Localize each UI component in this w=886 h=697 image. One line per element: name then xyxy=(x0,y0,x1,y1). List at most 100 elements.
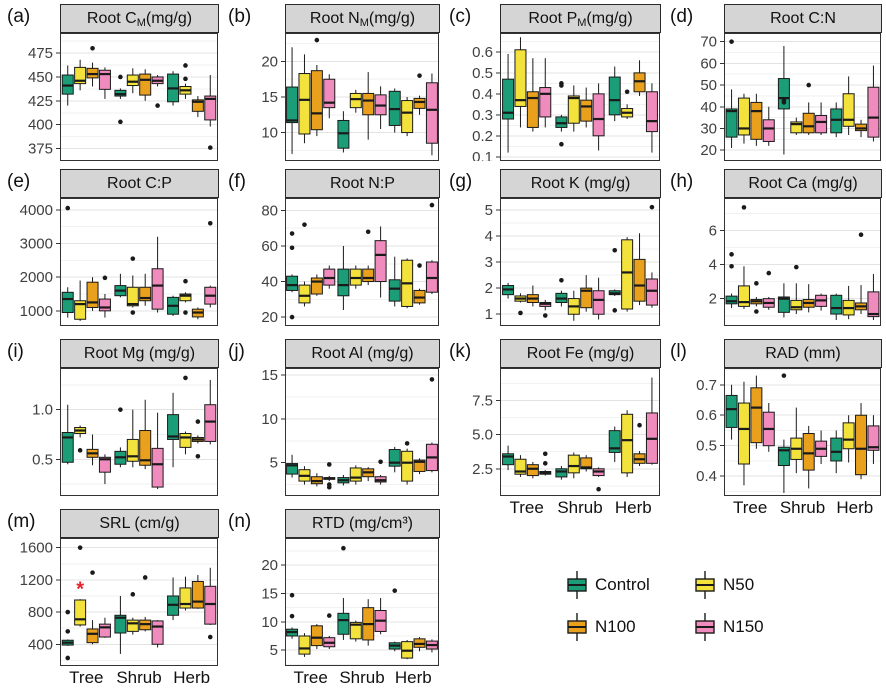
title-text: (mg/g) xyxy=(368,9,416,27)
box xyxy=(580,99,593,122)
outlier-point xyxy=(392,588,398,593)
outlier-point xyxy=(596,486,601,492)
title-text: Root N:P xyxy=(330,174,395,192)
outlier-point xyxy=(649,204,655,210)
box xyxy=(526,91,539,128)
y-tick-label: 10 xyxy=(261,125,278,142)
panel-label: (b) xyxy=(228,6,252,27)
box xyxy=(191,580,204,609)
box xyxy=(580,457,593,470)
outlier-point xyxy=(207,145,213,150)
significance-star: * xyxy=(76,579,84,601)
box xyxy=(830,294,843,315)
y-tick-label: 0.4 xyxy=(472,86,493,103)
y-tick-label: 375 xyxy=(28,141,53,158)
box xyxy=(830,437,843,462)
box xyxy=(139,286,152,302)
outlier-point xyxy=(118,407,123,412)
y-tick-label: 4 xyxy=(485,228,493,245)
y-tick-label: 80 xyxy=(261,202,278,219)
box xyxy=(401,100,414,134)
outlier-point xyxy=(624,89,630,95)
box xyxy=(286,86,299,124)
boxplot-canvas: 375 400 425 450 475 xyxy=(28,33,218,161)
outlier-point xyxy=(559,277,564,283)
box xyxy=(349,467,362,482)
y-tick-label: 20 xyxy=(261,309,278,326)
outlier-point xyxy=(65,609,71,615)
y-tick-label: 2.5 xyxy=(472,461,493,478)
boxplot-canvas: 2.5 5.0 7.5 Tree Shrub Herb xyxy=(472,368,660,517)
legend-item-n50: N50 xyxy=(694,570,764,600)
outlier-point xyxy=(429,377,435,382)
panel-label: (c) xyxy=(449,6,472,27)
panel-title: Root Mg (mg/g) xyxy=(60,339,219,368)
x-category-label: Shrub xyxy=(557,498,602,517)
panel-label: (m) xyxy=(7,511,36,532)
panel-label: (h) xyxy=(670,171,694,192)
panel-border xyxy=(285,538,439,666)
box xyxy=(737,97,750,136)
outlier-point xyxy=(65,629,71,634)
y-tick-label: 2000 xyxy=(20,269,53,286)
box xyxy=(802,433,815,471)
panel-label: (f) xyxy=(228,171,246,192)
outlier-point xyxy=(326,484,332,490)
title-text: Root K (mg/g) xyxy=(530,174,631,192)
box xyxy=(633,258,646,302)
box xyxy=(286,275,299,291)
box xyxy=(151,447,164,488)
outlier-point xyxy=(183,76,188,82)
outlier-point xyxy=(155,103,160,108)
panel-title: Root C:N xyxy=(724,4,882,33)
title-text: Root P xyxy=(528,9,578,27)
box xyxy=(362,92,375,116)
title-subscript: M xyxy=(577,16,587,29)
box xyxy=(725,394,738,428)
outlier-point xyxy=(417,73,422,78)
outlier-point xyxy=(341,545,346,551)
boxplot-key-icon xyxy=(567,613,587,641)
legend-label: N50 xyxy=(723,575,755,594)
outlier-point xyxy=(102,275,108,281)
y-tick-label: 30 xyxy=(700,120,717,137)
box xyxy=(777,446,790,467)
outlier-point xyxy=(118,74,123,80)
outlier-point xyxy=(637,422,642,428)
x-category-label: Herb xyxy=(615,498,652,517)
outlier-point xyxy=(302,222,307,227)
box xyxy=(139,73,152,96)
box xyxy=(204,585,217,625)
outlier-point xyxy=(142,575,148,580)
outlier-point xyxy=(289,231,295,236)
boxplot-canvas: 5 10 15 20 Tree Shrub Herb xyxy=(261,538,439,687)
panel-label: (k) xyxy=(449,341,472,362)
y-tick-label: 15 xyxy=(261,89,278,106)
box xyxy=(126,74,139,87)
outlier-point xyxy=(518,310,523,316)
outlier-point xyxy=(289,245,295,251)
panel-border xyxy=(724,33,881,161)
outlier-point xyxy=(729,39,734,44)
title-subscript: M xyxy=(359,16,369,29)
box xyxy=(502,453,515,466)
box xyxy=(413,97,426,109)
box xyxy=(298,73,311,135)
outlier-point xyxy=(289,613,295,619)
outlier-point xyxy=(559,141,564,147)
box xyxy=(337,612,350,635)
x-category-label: Shrub xyxy=(116,668,161,687)
box xyxy=(725,108,738,138)
panel-title: RTD (mg/cm³) xyxy=(285,509,440,538)
outlier-point xyxy=(417,263,422,268)
panel-label: (e) xyxy=(7,171,31,192)
outlier-point xyxy=(130,256,136,261)
y-tick-label: 10 xyxy=(261,614,278,631)
box xyxy=(401,450,414,482)
outlier-point xyxy=(65,655,71,661)
box xyxy=(98,69,111,90)
title-text: Root Mg (mg/g) xyxy=(83,344,196,362)
box xyxy=(750,101,763,140)
